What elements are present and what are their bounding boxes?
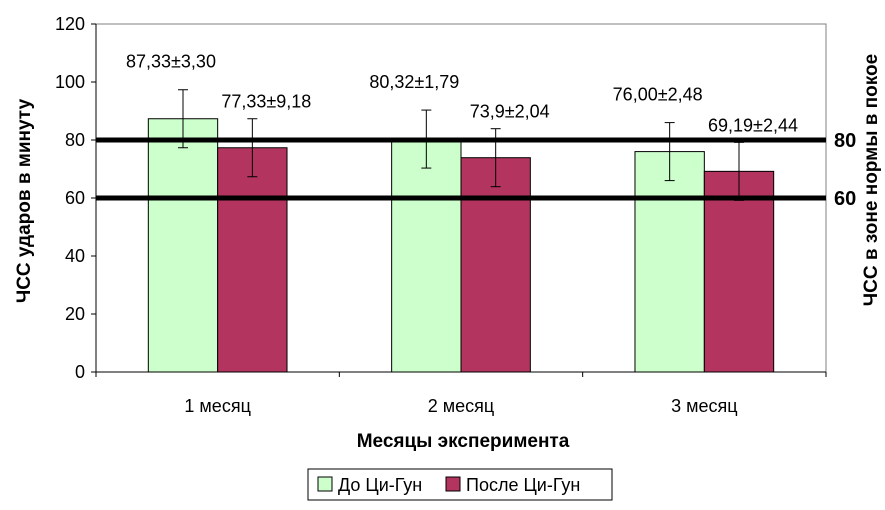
legend: До Ци-Гун После Ци-Гун — [307, 468, 613, 501]
bar — [147, 118, 219, 373]
bar — [217, 147, 288, 373]
bar — [634, 151, 705, 373]
bar — [460, 157, 531, 373]
legend-label: После Ци-Гун — [466, 475, 580, 495]
bar — [703, 170, 775, 373]
y-axis-title: ЧСС ударов в минуту — [14, 98, 35, 303]
x-tick-label: 3 месяц — [671, 396, 737, 416]
y-tick-label: 120 — [55, 14, 85, 34]
y-tick-label: 20 — [65, 304, 85, 324]
data-label: 87,33±3,30 — [126, 52, 216, 72]
data-label: 73,9±2,04 — [470, 102, 550, 122]
reference-line-label: 60 — [834, 188, 856, 210]
legend-swatch — [317, 476, 333, 492]
data-label: 76,00±2,48 — [613, 85, 703, 105]
legend-swatch — [445, 476, 461, 492]
y-tick-label: 0 — [75, 362, 85, 382]
x-tick-label: 2 месяц — [428, 396, 494, 416]
y-tick-label: 100 — [55, 72, 85, 92]
legend-label: До Ци-Гун — [338, 475, 422, 495]
y-tick-label: 80 — [65, 130, 85, 150]
data-label: 80,32±1,79 — [369, 72, 459, 92]
data-label: 77,33±9,18 — [221, 92, 311, 112]
reference-line-label: 80 — [834, 130, 856, 152]
plot-area: 0 20 40 60 80 100 120 1 месяц 2 месяц 3 месяц 80 60… — [55, 14, 856, 416]
y-tick-label: 60 — [65, 188, 85, 208]
x-axis-title: Месяцы эксперимента — [357, 431, 570, 452]
bar — [391, 138, 462, 373]
x-tick-label: 1 месяц — [184, 396, 250, 416]
data-label: 69,19±2,44 — [708, 115, 798, 135]
y-tick-label: 40 — [65, 246, 85, 266]
y2-axis-title: ЧСС в зоне нормы в покое — [861, 54, 882, 306]
